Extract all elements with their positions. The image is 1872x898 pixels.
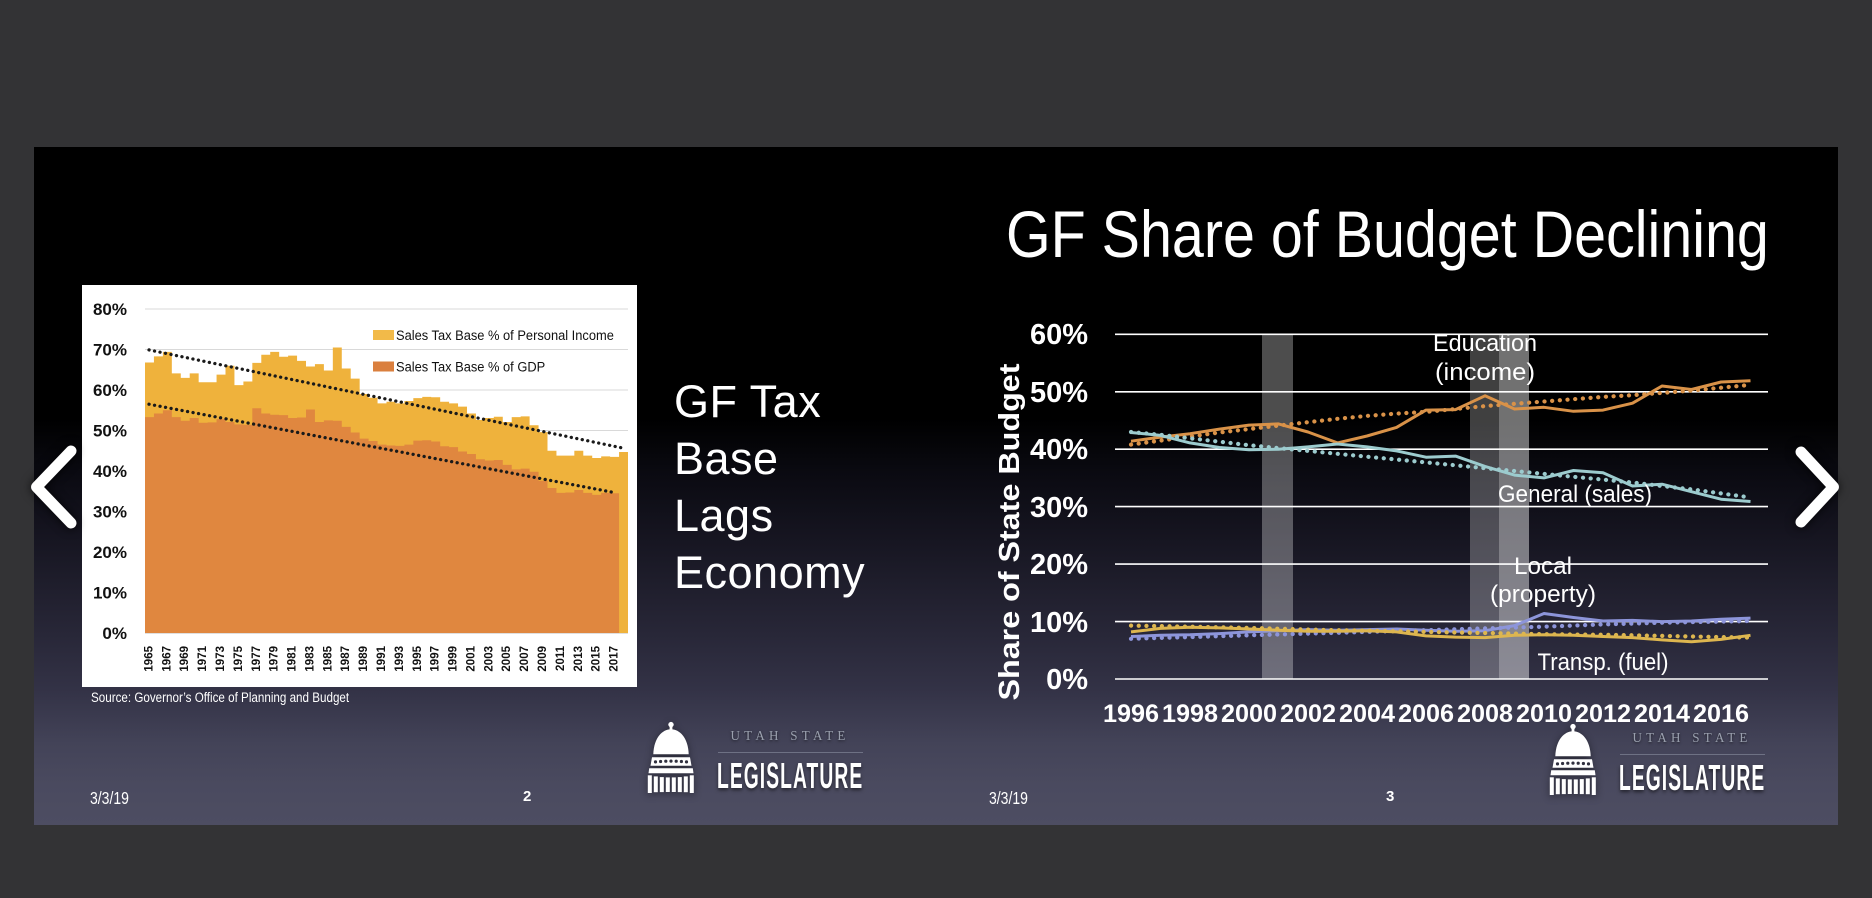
- svg-text:1979: 1979: [269, 646, 281, 672]
- svg-text:10%: 10%: [93, 584, 127, 603]
- svg-text:2016: 2016: [1693, 700, 1749, 728]
- svg-text:2013: 2013: [573, 646, 585, 672]
- svg-text:2004: 2004: [1339, 700, 1395, 728]
- svg-text:(income): (income): [1435, 359, 1535, 386]
- svg-text:2012: 2012: [1575, 700, 1631, 728]
- svg-text:2010: 2010: [1516, 700, 1572, 728]
- svg-text:1987: 1987: [340, 646, 352, 672]
- svg-text:Education: Education: [1433, 330, 1537, 357]
- svg-text:20%: 20%: [93, 543, 127, 562]
- svg-text:0%: 0%: [1046, 664, 1088, 696]
- svg-text:2006: 2006: [1398, 700, 1454, 728]
- svg-text:General (sales): General (sales): [1498, 481, 1652, 508]
- svg-text:Sales Tax Base % of Personal I: Sales Tax Base % of Personal Income: [396, 328, 614, 344]
- svg-text:70%: 70%: [93, 341, 127, 360]
- svg-text:30%: 30%: [1030, 492, 1088, 524]
- svg-text:2001: 2001: [466, 645, 478, 671]
- svg-text:2005: 2005: [501, 645, 513, 671]
- svg-text:Local: Local: [1514, 553, 1572, 580]
- svg-text:1996: 1996: [1103, 700, 1159, 728]
- svg-text:50%: 50%: [93, 422, 127, 441]
- svg-text:1998: 1998: [1162, 700, 1218, 728]
- svg-text:(property): (property): [1490, 581, 1596, 608]
- svg-text:10%: 10%: [1030, 607, 1088, 639]
- svg-text:1969: 1969: [179, 646, 191, 672]
- svg-text:1977: 1977: [251, 646, 263, 672]
- svg-text:2003: 2003: [483, 646, 495, 672]
- svg-text:2000: 2000: [1221, 700, 1277, 728]
- svg-text:40%: 40%: [93, 462, 127, 481]
- svg-text:1995: 1995: [412, 645, 424, 671]
- svg-text:1965: 1965: [144, 645, 156, 671]
- svg-text:20%: 20%: [1030, 549, 1088, 581]
- svg-text:30%: 30%: [93, 503, 127, 522]
- svg-text:1989: 1989: [358, 646, 370, 672]
- svg-text:1981: 1981: [287, 645, 299, 671]
- svg-text:1971: 1971: [197, 645, 209, 671]
- svg-text:60%: 60%: [93, 381, 127, 400]
- svg-text:1983: 1983: [305, 646, 317, 672]
- svg-text:2015: 2015: [591, 645, 603, 671]
- svg-text:1999: 1999: [448, 646, 460, 672]
- svg-text:2011: 2011: [555, 645, 567, 671]
- svg-text:0%: 0%: [102, 624, 127, 643]
- svg-text:2014: 2014: [1634, 700, 1690, 728]
- svg-text:Share of State Budget: Share of State Budget: [994, 363, 1026, 700]
- svg-text:80%: 80%: [93, 300, 127, 319]
- svg-text:1975: 1975: [233, 645, 245, 671]
- svg-text:50%: 50%: [1030, 377, 1088, 409]
- svg-text:2007: 2007: [519, 646, 531, 672]
- svg-text:2017: 2017: [609, 646, 621, 672]
- svg-text:1985: 1985: [322, 645, 334, 671]
- svg-text:1973: 1973: [215, 646, 227, 672]
- svg-text:Sales Tax Base % of GDP: Sales Tax Base % of GDP: [396, 359, 545, 375]
- svg-text:2009: 2009: [537, 646, 549, 672]
- svg-text:1997: 1997: [430, 646, 442, 672]
- svg-text:2002: 2002: [1280, 700, 1336, 728]
- svg-text:60%: 60%: [1030, 319, 1088, 351]
- svg-text:1993: 1993: [394, 646, 406, 672]
- svg-text:Transp. (fuel): Transp. (fuel): [1538, 649, 1669, 676]
- svg-text:2008: 2008: [1457, 700, 1513, 728]
- svg-text:1967: 1967: [161, 646, 173, 672]
- svg-text:1991: 1991: [376, 645, 388, 671]
- svg-text:40%: 40%: [1030, 434, 1088, 466]
